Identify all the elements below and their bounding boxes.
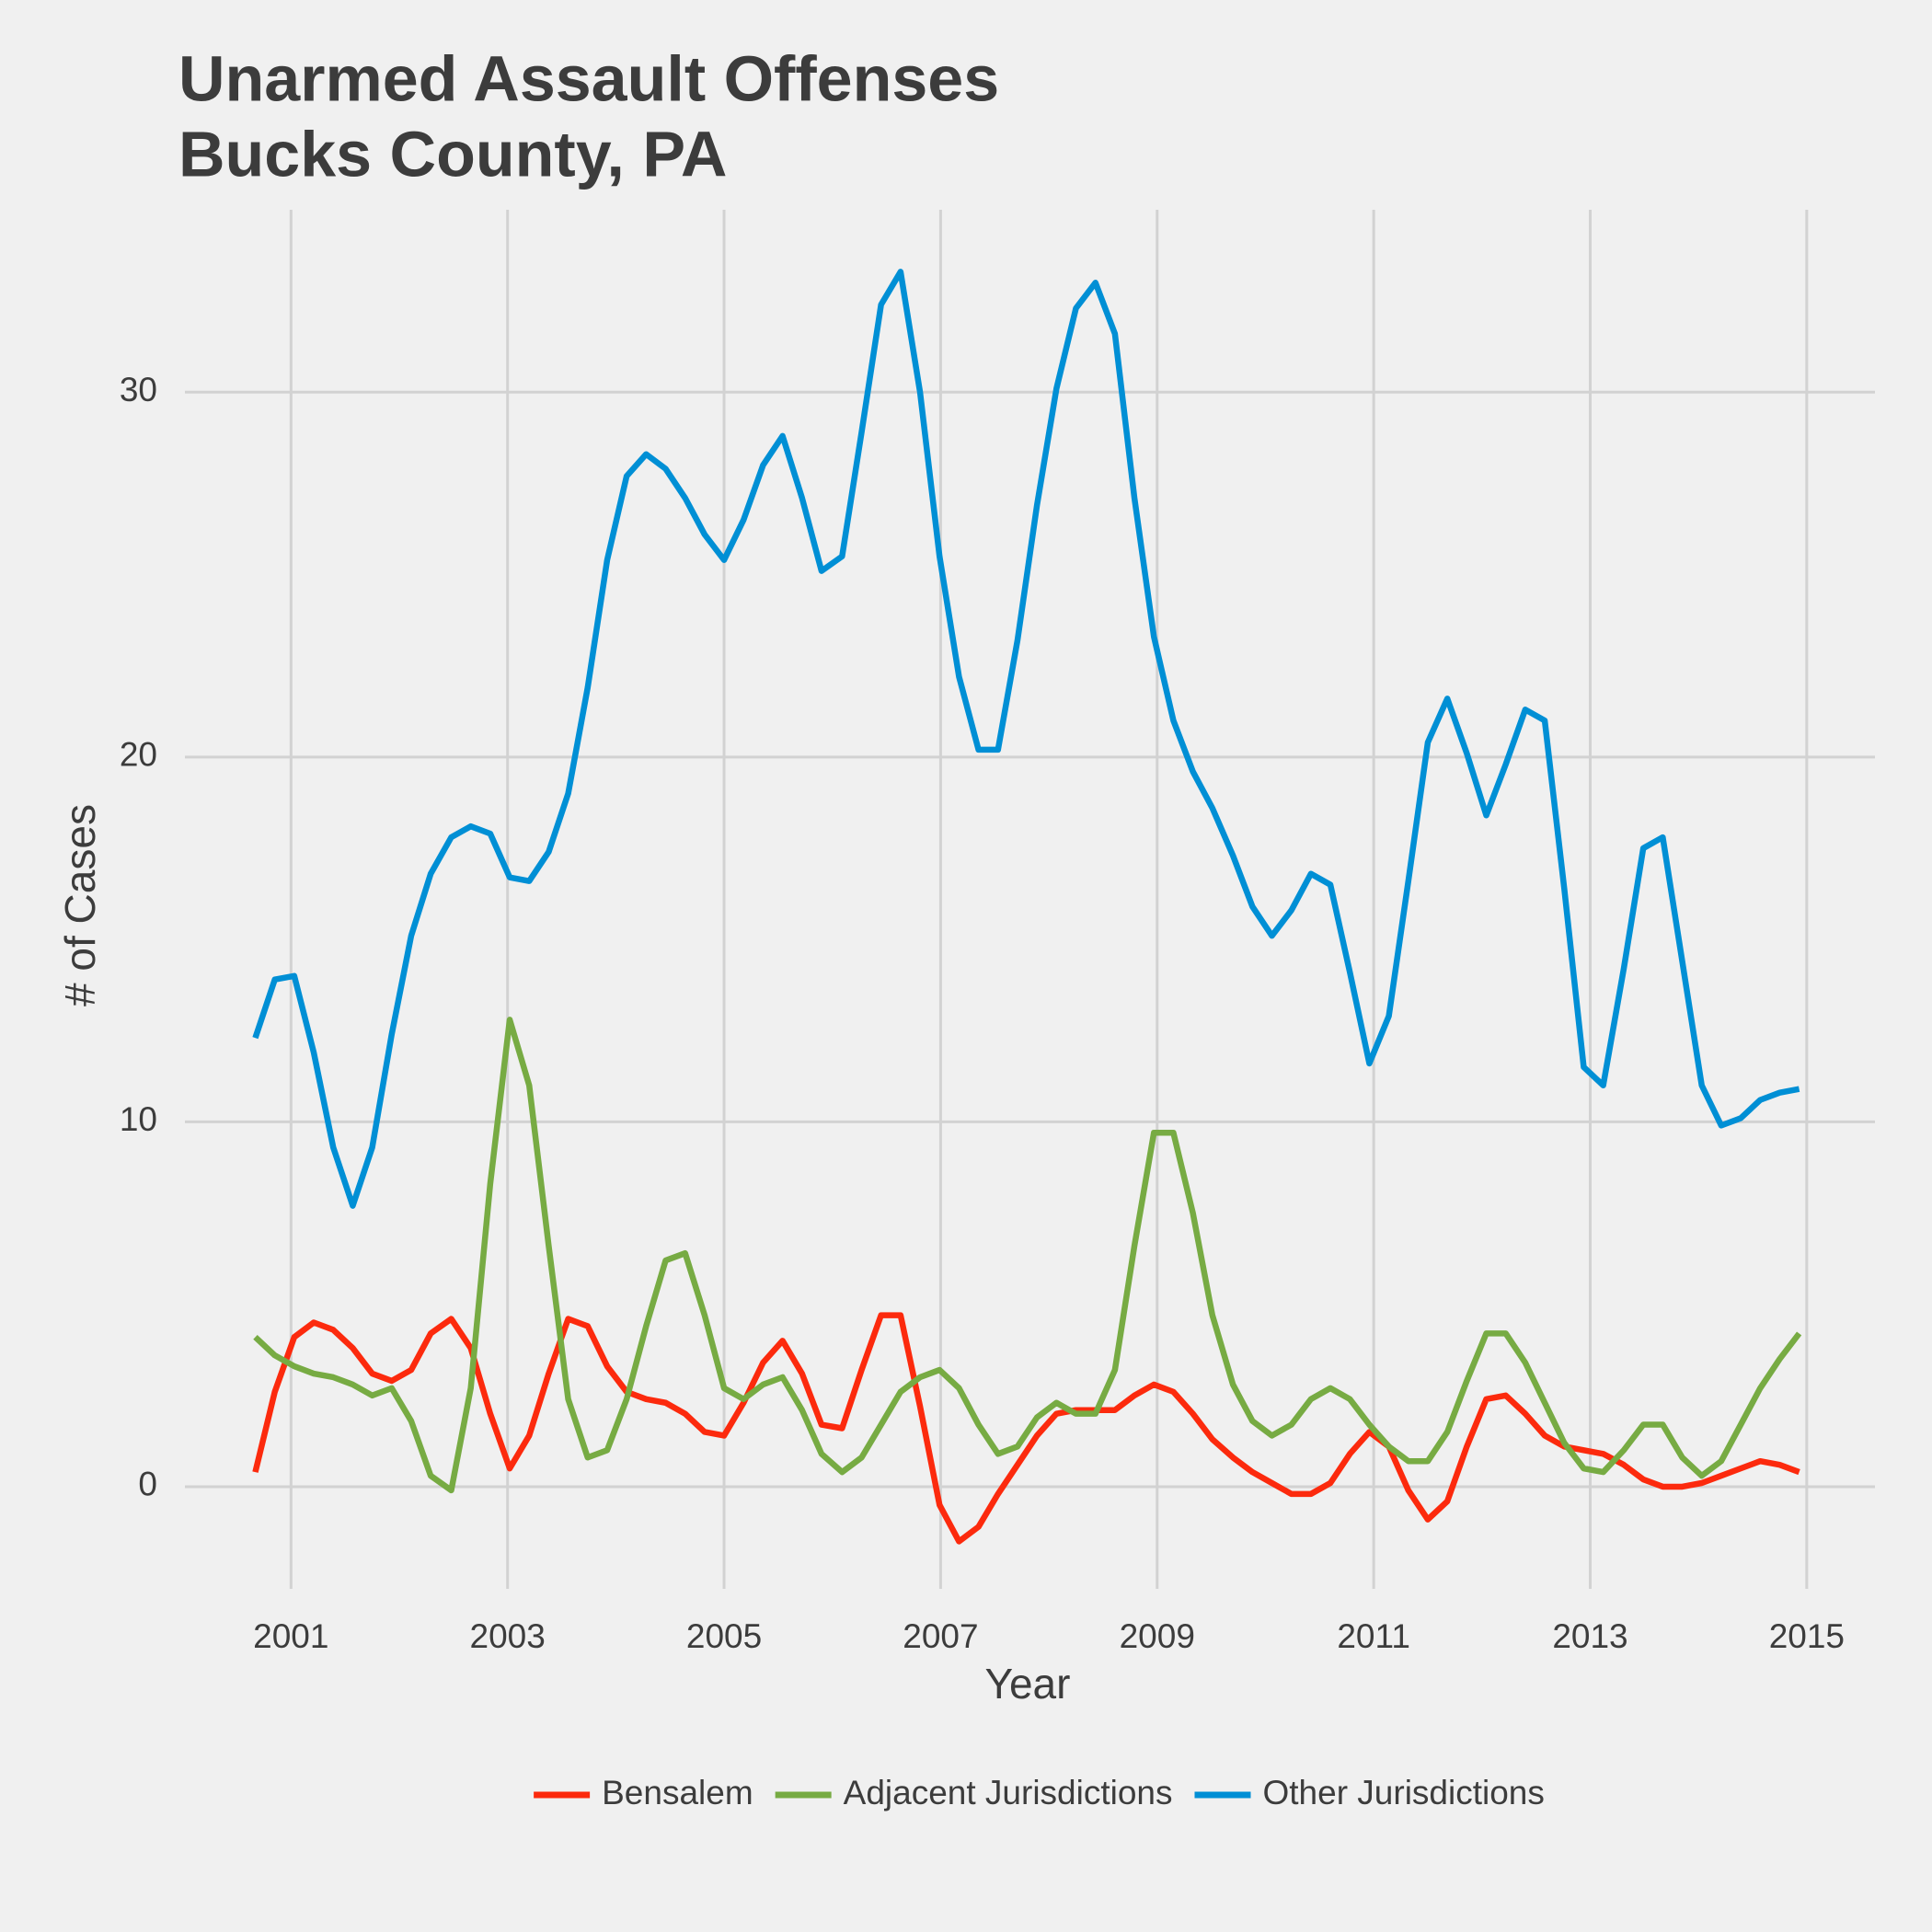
series-line — [252, 1312, 1800, 1545]
y-tick-label: 0 — [138, 1466, 157, 1503]
x-tick-label: 2009 — [1120, 1617, 1195, 1655]
legend-label: Bensalem — [602, 1774, 753, 1811]
chart-title: Unarmed Assault Offenses — [178, 42, 999, 114]
series-line — [252, 269, 1800, 1209]
y-axis-title: # of Cases — [56, 804, 104, 1006]
y-tick-label: 10 — [120, 1100, 157, 1138]
x-tick-label: 2003 — [470, 1617, 546, 1655]
chart-subtitle: Bucks County, PA — [178, 118, 727, 190]
x-tick-label: 2015 — [1769, 1617, 1845, 1655]
x-tick-label: 2011 — [1337, 1617, 1410, 1655]
y-tick-label: 20 — [120, 736, 157, 774]
x-tick-label: 2013 — [1552, 1617, 1627, 1655]
y-tick-label: 30 — [120, 371, 157, 408]
x-tick-label: 2005 — [686, 1617, 762, 1655]
legend-label: Adjacent Jurisdictions — [844, 1774, 1173, 1811]
series-line — [253, 1017, 1802, 1494]
legend: Bensalem Adjacent Jurisdictions Other Juri… — [534, 1774, 1545, 1811]
x-axis-title: Year — [985, 1660, 1071, 1708]
legend-label: Other Jurisdictions — [1262, 1774, 1544, 1811]
x-tick-label: 2001 — [253, 1617, 328, 1655]
x-tick-label: 2007 — [903, 1617, 978, 1655]
